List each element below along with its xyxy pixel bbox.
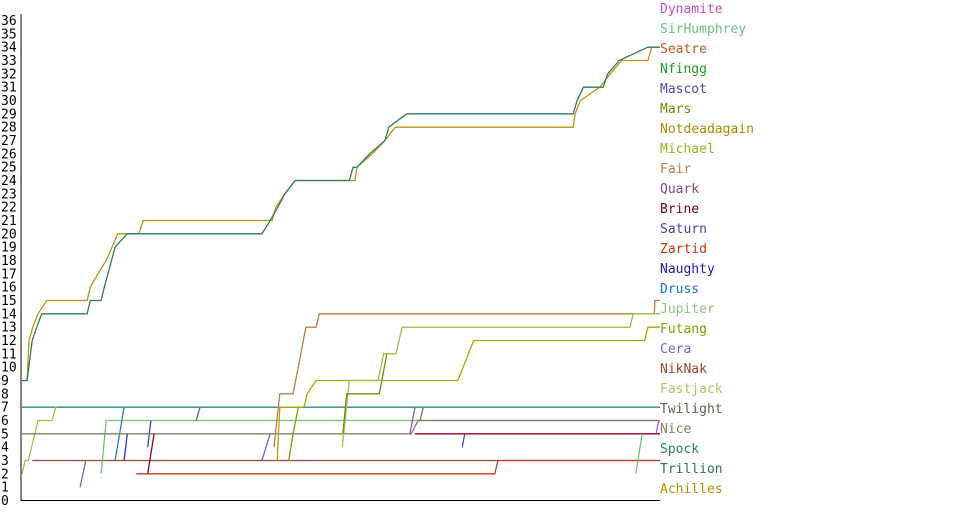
y-tick-label: 24 xyxy=(1,174,17,189)
legend-item-naughty: Naughty xyxy=(660,262,715,277)
y-tick-label: 23 xyxy=(1,187,17,202)
legend-item-dynamite: Dynamite xyxy=(660,2,723,17)
y-tick-label: 1 xyxy=(1,481,9,496)
series-line-fastjack xyxy=(21,406,57,474)
legend-item-futang: Futang xyxy=(660,322,707,337)
y-tick-label: 8 xyxy=(1,387,9,402)
legend-item-cera: Cera xyxy=(660,342,691,357)
y-tick-label: 12 xyxy=(1,334,17,349)
series-line-spock xyxy=(22,46,660,382)
series-line-futang xyxy=(288,407,299,461)
y-tick-label: 27 xyxy=(1,134,17,149)
legend-item-fastjack: Fastjack xyxy=(660,382,723,397)
y-tick-label: 21 xyxy=(1,214,17,229)
legend-item-nice: Nice xyxy=(660,422,691,437)
y-tick-label: 22 xyxy=(1,201,17,216)
y-tick-label: 34 xyxy=(1,41,17,56)
series-layer xyxy=(21,46,660,488)
y-tick-label: 19 xyxy=(1,241,17,256)
legend-item-achilles: Achilles xyxy=(660,482,723,497)
legend-item-fair: Fair xyxy=(660,162,691,177)
legend-item-zartid: Zartid xyxy=(660,242,707,257)
y-tick-label: 29 xyxy=(1,107,17,122)
legend-item-twilight: Twilight xyxy=(660,402,723,417)
series-line-cera xyxy=(79,460,87,488)
series-line-quark xyxy=(195,407,201,421)
series-line-mars xyxy=(342,353,388,434)
series-line-achilles xyxy=(22,46,660,382)
y-tick-label: 32 xyxy=(1,67,17,82)
y-tick-label: 14 xyxy=(1,307,17,322)
series-line-sirhumphrey xyxy=(635,433,643,474)
legend-item-brine: Brine xyxy=(660,202,699,217)
legend-item-spock: Spock xyxy=(660,442,699,457)
series-line-jupiter xyxy=(100,419,660,474)
series-line-fastjack xyxy=(341,313,660,448)
y-tick-label: 9 xyxy=(1,374,9,389)
y-tick-label: 2 xyxy=(1,467,9,482)
series-line-naughty xyxy=(123,433,128,461)
series-line-mascot xyxy=(461,433,466,448)
y-tick-label: 0 xyxy=(1,494,9,509)
y-tick-label: 36 xyxy=(1,14,17,29)
y-tick-label: 16 xyxy=(1,281,17,296)
y-tick-label: 25 xyxy=(1,161,17,176)
legend-item-michael: Michael xyxy=(660,142,715,157)
legend-item-saturn: Saturn xyxy=(660,222,707,237)
series-line-dynamite xyxy=(409,407,416,434)
y-tick-label: 7 xyxy=(1,401,9,416)
y-tick-label: 26 xyxy=(1,147,17,162)
y-tick-label: 4 xyxy=(1,441,9,456)
legend-item-mascot: Mascot xyxy=(660,82,707,97)
y-tick-label: 30 xyxy=(1,94,17,109)
series-line-michael xyxy=(276,326,660,461)
y-tick-label: 5 xyxy=(1,427,9,442)
legend-item-niknak: NikNak xyxy=(660,362,707,377)
y-tick-label: 35 xyxy=(1,27,17,42)
y-tick-label: 15 xyxy=(1,294,17,309)
series-line-fair xyxy=(273,299,660,448)
legend-item-sirhumphrey: SirHumphrey xyxy=(660,22,746,37)
y-tick-label: 6 xyxy=(1,414,9,429)
legend-item-jupiter: Jupiter xyxy=(660,302,715,317)
y-tick-label: 33 xyxy=(1,54,17,69)
legend-item-quark: Quark xyxy=(660,182,699,197)
y-tick-label: 3 xyxy=(1,454,9,469)
series-line-brine xyxy=(147,433,155,474)
series-line-cera xyxy=(261,433,271,461)
y-tick-label: 10 xyxy=(1,361,17,376)
series-line-twilight xyxy=(419,407,424,421)
y-tick-label: 31 xyxy=(1,81,17,96)
legend-item-seatre: Seatre xyxy=(660,42,707,57)
y-tick-label: 18 xyxy=(1,254,17,269)
legend-item-mars: Mars xyxy=(660,102,691,117)
legend-item-druss: Druss xyxy=(660,282,699,297)
legend: Dynamite SirHumphrey Seatre Nfingg Mascot Mar… xyxy=(660,2,754,497)
y-tick-label: 20 xyxy=(1,227,17,242)
y-tick-label: 11 xyxy=(1,347,17,362)
y-tick-label: 17 xyxy=(1,267,17,282)
y-tick-label: 28 xyxy=(1,121,17,136)
y-tick-label: 13 xyxy=(1,321,17,336)
legend-item-trillion: Trillion xyxy=(660,462,723,477)
series-line-dynamite xyxy=(655,420,660,434)
series-line-zartid xyxy=(136,459,660,475)
legend-item-notdeadagain: Notdeadagain xyxy=(660,122,754,137)
series-line-nice xyxy=(22,419,660,435)
y-tick-labels: 0123456789101112131415161718192021222324… xyxy=(1,14,17,509)
legend-item-nfingg: Nfingg xyxy=(660,62,707,77)
